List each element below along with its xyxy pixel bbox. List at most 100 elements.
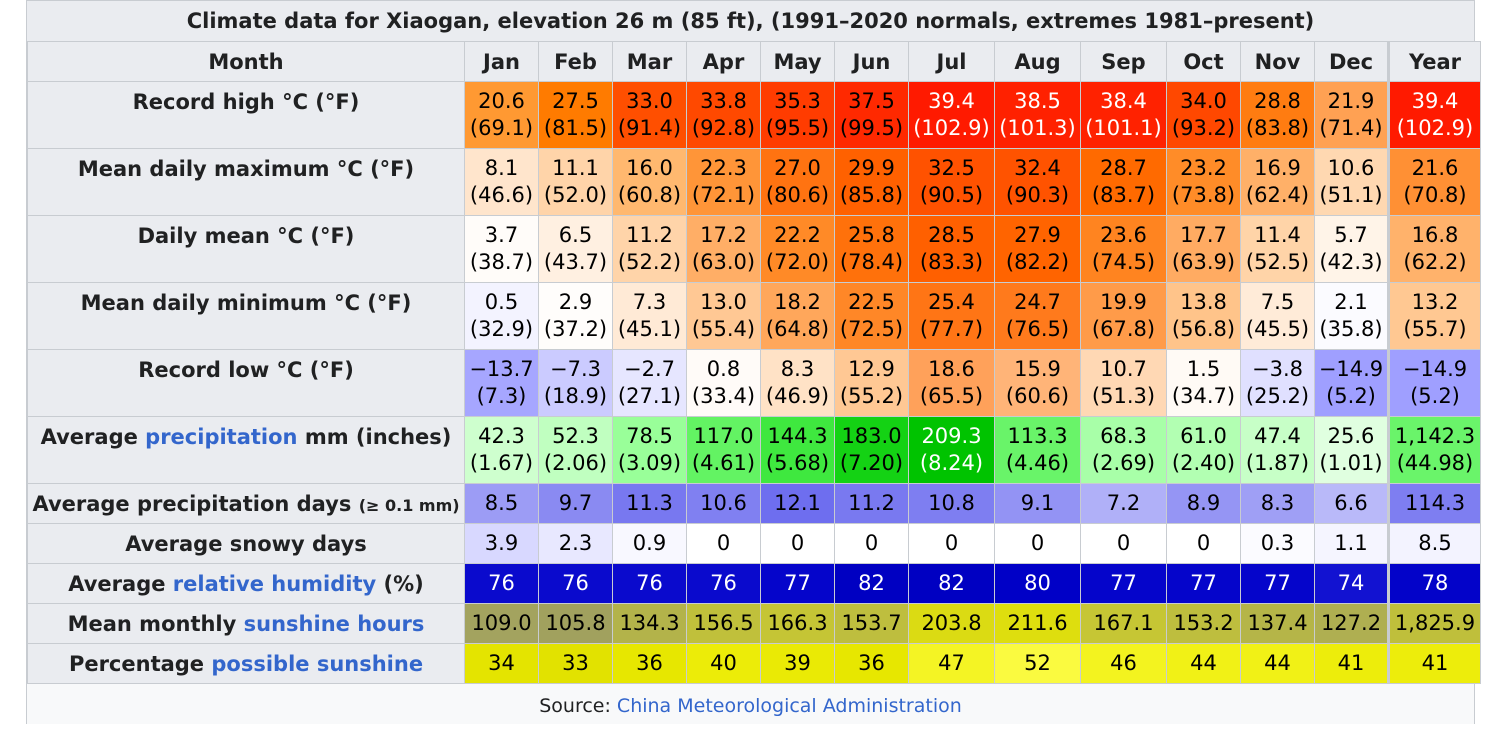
cell-value: 166.3 [767,611,828,635]
cell-daily-mean-dec: 5.7 (42.3) [1314,215,1389,283]
cell-value-imperial: (99.5) [839,116,904,140]
cell-value-imperial: (3.09) [617,451,682,475]
cell-value: 109.0 [471,611,532,635]
row-label-text: Average snowy days [125,531,367,556]
cell-value-imperial: (78.4) [839,250,904,274]
cell-value-imperial: (83.8) [1245,116,1310,140]
cell-value: 23.2 [1180,156,1227,180]
cell-record-high-oct: 34.0 (93.2) [1166,81,1241,149]
col-header-jul: Jul [908,41,995,82]
cell-precip-days-dec: 6.6 [1314,483,1389,524]
row-label-link[interactable]: relative humidity [172,571,377,596]
cell-mean-min-jan: 0.5 (32.9) [464,282,539,350]
table-caption: Climate data for Xiaogan, elevation 26 m… [27,1,1474,42]
cell-mean-max-aug: 32.4 (90.3) [994,148,1081,216]
cell-record-low-year: −14.9 (5.2) [1387,349,1481,417]
row-label-text: Percentage [68,651,212,676]
cell-humidity-may: 77 [760,563,835,604]
cell-value: 82 [938,571,965,595]
cell-value: 77 [1110,571,1137,595]
source-link[interactable]: China Meteorological Administration [616,695,962,717]
row-label-text: Mean daily minimum °C (°F) [80,291,412,315]
cell-record-low-jul: 18.6 (65.5) [908,349,995,417]
cell-mean-min-nov: 7.5 (45.5) [1240,282,1315,350]
col-header-mar: Mar [612,41,687,82]
cell-value: 12.9 [848,357,895,381]
cell-value-imperial: (81.5) [543,116,608,140]
cell-value-imperial: (38.7) [469,250,534,274]
cell-value: 41 [1337,651,1365,675]
cell-daily-mean-aug: 27.9 (82.2) [994,215,1081,283]
cell-value-imperial: (46.6) [469,183,534,207]
cell-record-high-feb: 27.5 (81.5) [538,81,613,149]
cell-mean-max-mar: 16.0 (60.8) [612,148,687,216]
cell-sunshine-hours-jan: 109.0 [464,603,539,644]
cell-value-imperial: (55.2) [839,384,904,408]
cell-value: 0 [716,531,731,555]
cell-value: 7.2 [1106,491,1141,515]
cell-precipitation-jun: 183.0 (7.20) [834,416,909,484]
cell-value-imperial: (51.1) [1319,183,1383,207]
cell-precipitation-mar: 78.5 (3.09) [612,416,687,484]
cell-value: 127.2 [1320,611,1382,635]
cell-record-high-mar: 33.0 (91.4) [612,81,687,149]
cell-value-imperial: (55.7) [1403,317,1467,341]
cell-humidity-sep: 77 [1080,563,1167,604]
cell-sunshine-hours-jul: 203.8 [908,603,995,644]
cell-value: 23.6 [1100,223,1147,247]
row-label-link[interactable]: possible sunshine [211,651,424,676]
cell-precipitation-apr: 117.0 (4.61) [686,416,761,484]
cell-snowy-days-jul: 0 [908,523,995,564]
cell-value-imperial: (72.5) [839,317,904,341]
cell-sunshine-hours-nov: 137.4 [1240,603,1315,644]
cell-value: 68.3 [1100,424,1147,448]
row-label-text: Average precipitation days [32,491,359,516]
cell-possible-sunshine-feb: 33 [538,643,613,684]
cell-value: 82 [858,571,885,595]
cell-daily-mean-feb: 6.5 (43.7) [538,215,613,283]
row-label-link[interactable]: precipitation [145,425,298,449]
cell-value: 13.8 [1180,290,1227,314]
cell-value: 8.9 [1186,491,1221,515]
cell-value: 52.3 [552,424,599,448]
cell-sunshine-hours-year: 1,825.9 [1387,603,1481,644]
cell-value: 8.5 [1418,531,1452,555]
cell-value: 16.9 [1254,156,1301,180]
cell-value: 22.2 [774,223,821,247]
row-sunshine-hours: Mean monthly sunshine hours 109.0 105.8 134… [27,603,1481,644]
cell-value-imperial: (90.5) [919,183,984,207]
cell-value-imperial: (1.01) [1319,451,1383,475]
cell-value-imperial: (76.5) [1005,317,1070,341]
cell-precip-days-jul: 10.8 [908,483,995,524]
cell-mean-max-jul: 32.5 (90.5) [908,148,995,216]
cell-mean-min-sep: 19.9 (67.8) [1080,282,1167,350]
cell-record-low-feb: −7.3 (18.9) [538,349,613,417]
cell-precip-days-feb: 9.7 [538,483,613,524]
row-label-link[interactable]: sunshine hours [243,611,425,636]
cell-value: 80 [1024,571,1051,595]
cell-value-imperial: (4.61) [691,451,756,475]
cell-value: 203.8 [921,611,982,635]
cell-possible-sunshine-may: 39 [760,643,835,684]
climate-table: Month Jan Feb Mar Apr May Jun Jul Aug Sep Oct Nov D… [27,41,1481,684]
cell-value: 46 [1110,651,1137,675]
cell-value-imperial: (82.2) [1005,250,1070,274]
cell-record-high-jul: 39.4 (102.9) [908,81,995,149]
cell-value: 9.1 [1020,491,1055,515]
row-label-snowy-days: Average snowy days [27,523,465,564]
cell-value-imperial: (51.3) [1091,384,1156,408]
cell-value-imperial: (69.1) [469,116,534,140]
cell-mean-min-aug: 24.7 (76.5) [994,282,1081,350]
col-header-feb: Feb [538,41,613,82]
source-label: Source: [539,695,617,717]
cell-value: 39.4 [928,89,975,113]
cell-mean-max-may: 27.0 (80.6) [760,148,835,216]
cell-value: 11.3 [626,491,673,515]
cell-value-imperial: (46.9) [765,384,830,408]
cell-value-imperial: (27.1) [617,384,682,408]
cell-value-imperial: (85.8) [839,183,904,207]
row-label-mean-max: Mean daily maximum °C (°F) [27,148,465,216]
cell-daily-mean-sep: 23.6 (74.5) [1080,215,1167,283]
cell-snowy-days-aug: 0 [994,523,1081,564]
cell-value: 35.3 [774,89,821,113]
